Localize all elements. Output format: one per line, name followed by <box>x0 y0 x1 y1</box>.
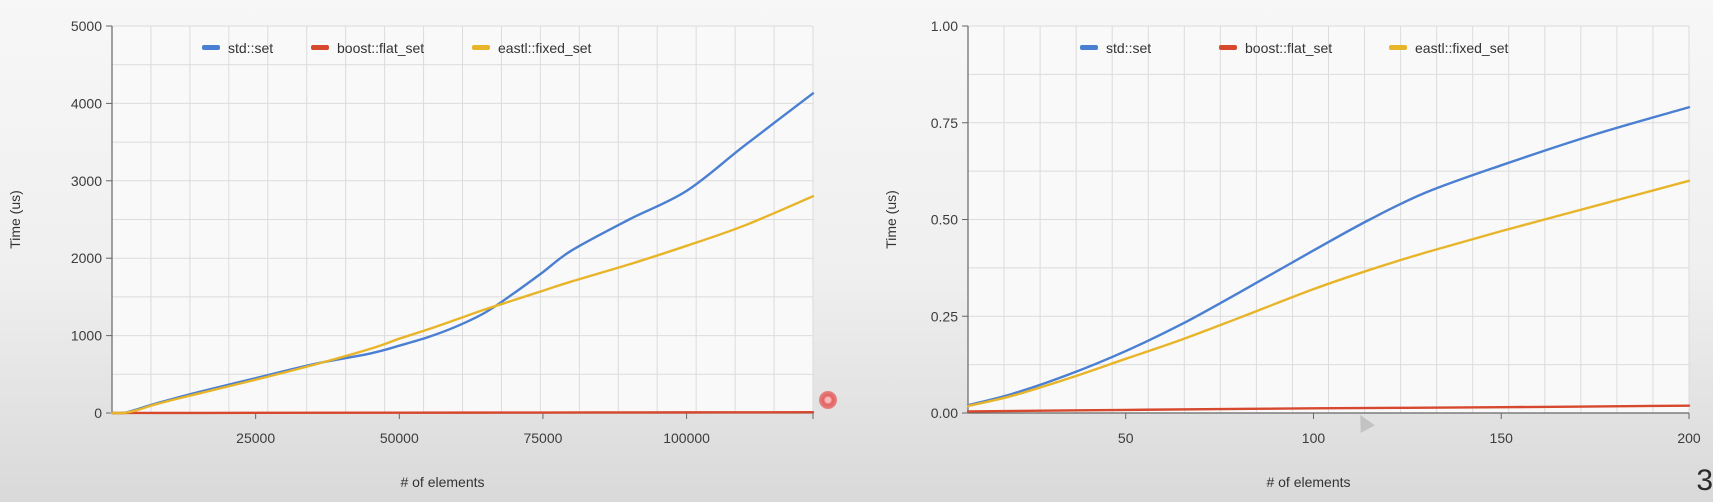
legend-swatch-boost-flat-set <box>1219 45 1237 50</box>
slide-number: 3 <box>1696 464 1713 497</box>
series-line-boost-flat-set <box>966 404 1691 413</box>
legend-label-eastl-fixed-set: eastl::fixed_set <box>1415 40 1508 56</box>
x-tick-label: 100 <box>1302 430 1326 446</box>
y-tick-label: 0.50 <box>931 212 958 228</box>
x-axis-title: # of elements <box>400 474 484 490</box>
series-line-eastl-fixed-set <box>966 179 1691 408</box>
legend-swatch-std-set <box>202 45 220 50</box>
x-axis-title: # of elements <box>1266 474 1350 490</box>
legend-swatch-boost-flat-set <box>311 45 329 50</box>
x-tick-label: 50 <box>1118 430 1134 446</box>
x-tick-label: 200 <box>1677 430 1701 446</box>
x-tick-label: 150 <box>1490 430 1514 446</box>
series-line-eastl-fixed-set <box>110 195 815 415</box>
cursor-highlight-icon <box>819 391 837 409</box>
y-tick-label: 0.25 <box>931 308 958 324</box>
y-tick-label: 1000 <box>71 328 102 344</box>
y-tick-label: 0 <box>94 405 102 421</box>
legend-label-eastl-fixed-set: eastl::fixed_set <box>498 40 591 56</box>
y-tick-label: 5000 <box>71 18 102 34</box>
x-tick-label: 75000 <box>523 430 562 446</box>
x-tick-label: 50000 <box>380 430 419 446</box>
y-tick-label: 0.75 <box>931 115 958 131</box>
legend-label-boost-flat-set: boost::flat_set <box>1245 40 1332 56</box>
y-tick-label: 4000 <box>71 95 102 111</box>
legend-swatch-eastl-fixed-set <box>1389 45 1407 50</box>
y-tick-label: 0.00 <box>931 405 958 421</box>
legend-swatch-std-set <box>1080 45 1098 50</box>
y-tick-label: 1.00 <box>931 18 958 34</box>
y-tick-label: 3000 <box>71 173 102 189</box>
x-tick-label: 25000 <box>236 430 275 446</box>
chart-right: 0.00 0.25 0.50 0.75 1.00 50 100 150 200 Time (us)… <box>883 18 1701 490</box>
legend-label-std-set: std::set <box>1106 40 1151 56</box>
legend-label-std-set: std::set <box>228 40 273 56</box>
y-axis-title: Time (us) <box>883 190 899 249</box>
legend-swatch-eastl-fixed-set <box>472 45 490 50</box>
series-line-std-set <box>966 106 1691 407</box>
legend-label-boost-flat-set: boost::flat_set <box>337 40 424 56</box>
chart-left: 0 1000 2000 3000 4000 5000 25000 50000 75000 1000… <box>7 18 815 490</box>
x-tick-label: 100000 <box>663 430 710 446</box>
series-line-boost-flat-set <box>110 411 815 415</box>
gridlines <box>968 25 1690 414</box>
y-tick-label: 2000 <box>71 250 102 266</box>
y-axis-title: Time (us) <box>7 190 23 249</box>
